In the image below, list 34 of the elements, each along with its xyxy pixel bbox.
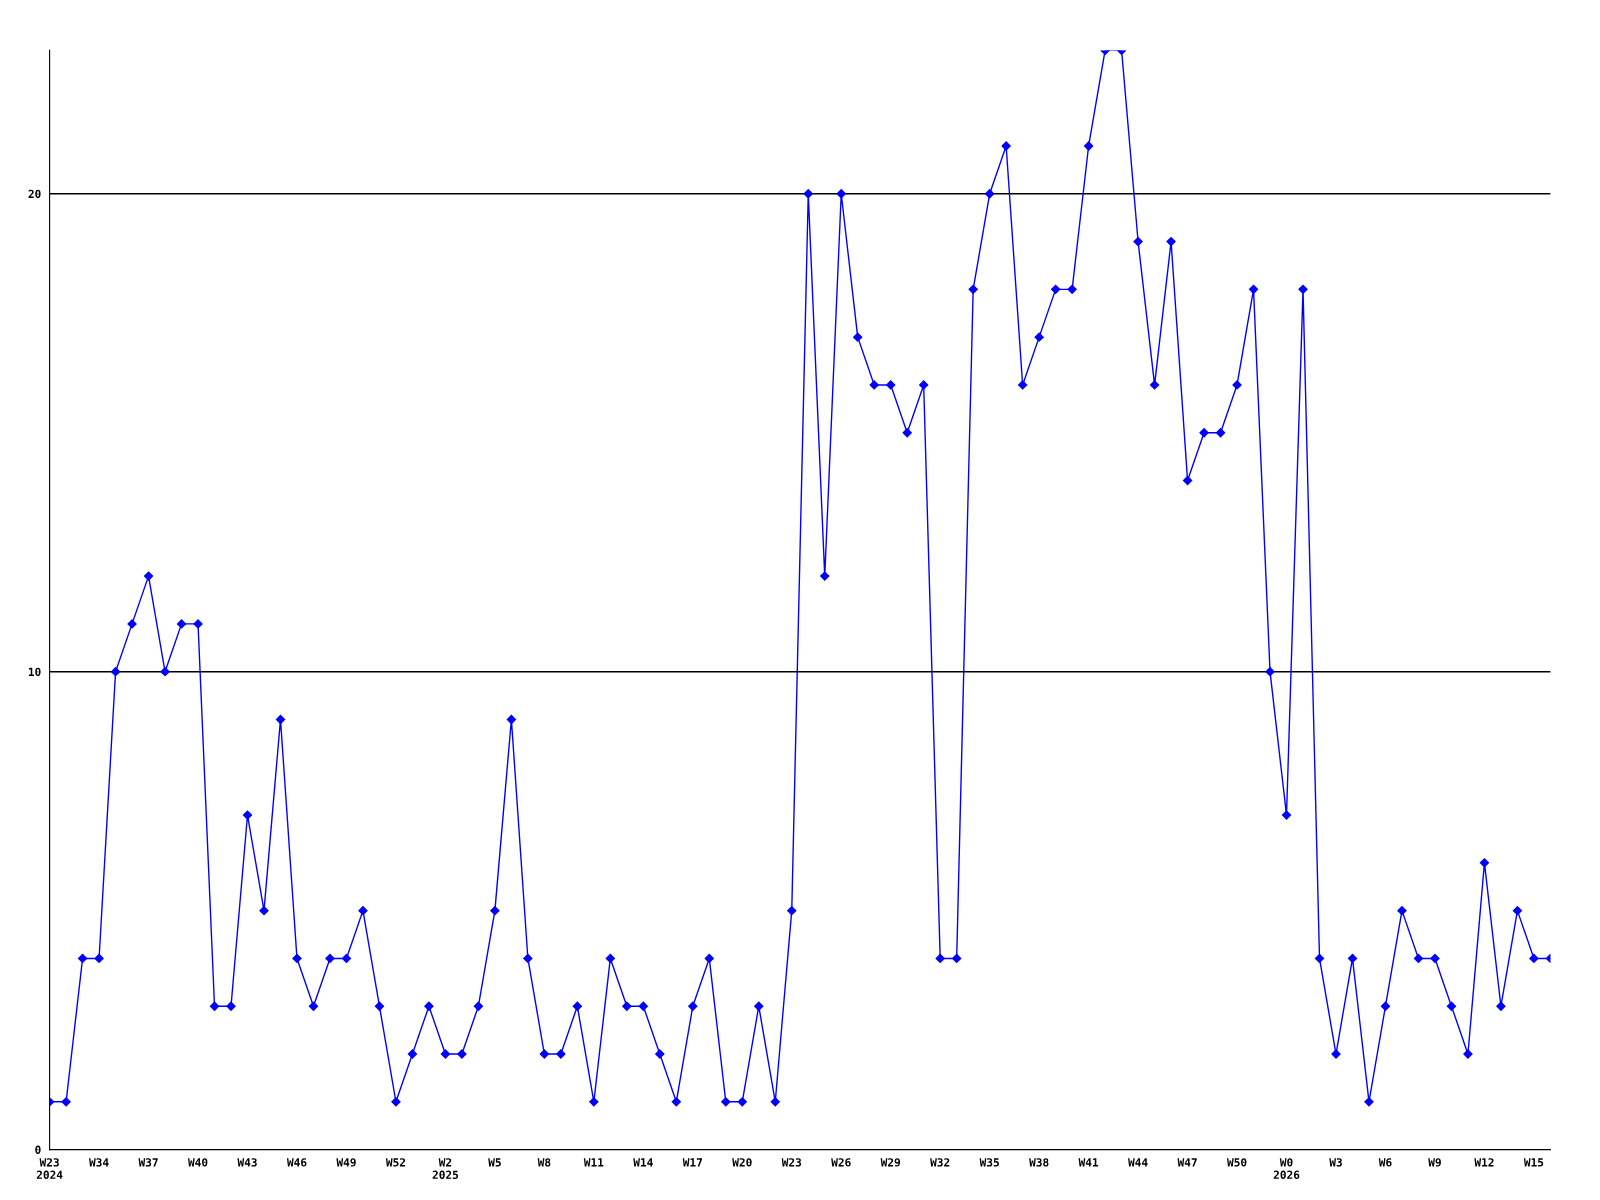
- x-tick-label: W34: [89, 1158, 109, 1167]
- y-tick-label: 10: [28, 667, 41, 677]
- y-tick-label: 20: [28, 189, 41, 199]
- x-tick-label: W44: [1128, 1158, 1148, 1167]
- x-tick-label: W17: [682, 1158, 702, 1167]
- x-tick-label: W5: [488, 1158, 501, 1167]
- x-tick-label: W43: [237, 1158, 257, 1167]
- x-tick-label: W47: [1177, 1158, 1197, 1167]
- x-tick-label: W52: [385, 1158, 406, 1167]
- x-tick-label: W23 2024: [36, 1158, 63, 1179]
- x-tick-label: W12: [1474, 1158, 1494, 1167]
- x-tick-label: W37: [138, 1158, 158, 1167]
- x-tick-label: W8: [537, 1158, 551, 1167]
- x-tick-label: W3: [1329, 1158, 1342, 1167]
- x-tick-label: W20: [732, 1158, 752, 1167]
- x-tick-label: W40: [188, 1158, 208, 1167]
- x-tick-label: W38: [1029, 1158, 1049, 1167]
- x-tick-label: W11: [583, 1158, 604, 1167]
- y-tick-label: 0: [35, 1145, 41, 1154]
- x-tick-label: W46: [286, 1158, 307, 1167]
- x-tick-label: W6: [1378, 1158, 1392, 1167]
- x-tick-label: W14: [633, 1158, 653, 1167]
- x-tick-label: W23: [781, 1158, 802, 1167]
- x-tick-label: W35: [979, 1158, 999, 1167]
- x-tick-label: W29: [880, 1158, 901, 1167]
- x-tick-label: W32: [930, 1158, 950, 1167]
- x-tick-label: W49: [336, 1158, 356, 1167]
- x-tick-label: W26: [831, 1158, 851, 1167]
- x-tick-label: W15: [1523, 1158, 1544, 1167]
- x-tick-label: W50: [1227, 1158, 1247, 1167]
- x-tick-label: W9: [1428, 1158, 1441, 1167]
- x-tick-label: W0 2026: [1273, 1158, 1300, 1179]
- x-tick-label: W2 2025: [432, 1158, 459, 1179]
- x-tick-label: W41: [1078, 1158, 1099, 1167]
